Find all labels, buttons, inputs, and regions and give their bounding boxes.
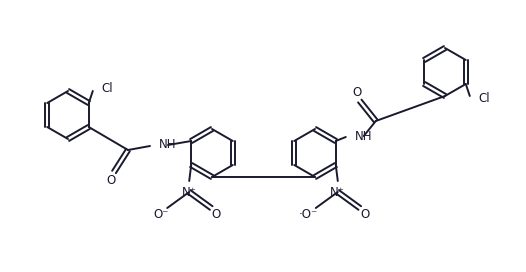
Text: N⁺: N⁺: [330, 186, 345, 199]
Text: ·O⁻: ·O⁻: [299, 209, 318, 221]
Text: O⁻: O⁻: [154, 209, 169, 221]
Text: N⁺: N⁺: [182, 186, 197, 199]
Text: Cl: Cl: [102, 82, 114, 94]
Text: O: O: [352, 85, 361, 98]
Text: O: O: [106, 175, 116, 187]
Text: NH: NH: [355, 129, 372, 143]
Text: O: O: [211, 209, 221, 221]
Text: O: O: [360, 209, 369, 221]
Text: Cl: Cl: [479, 92, 490, 106]
Text: NH: NH: [159, 138, 177, 152]
